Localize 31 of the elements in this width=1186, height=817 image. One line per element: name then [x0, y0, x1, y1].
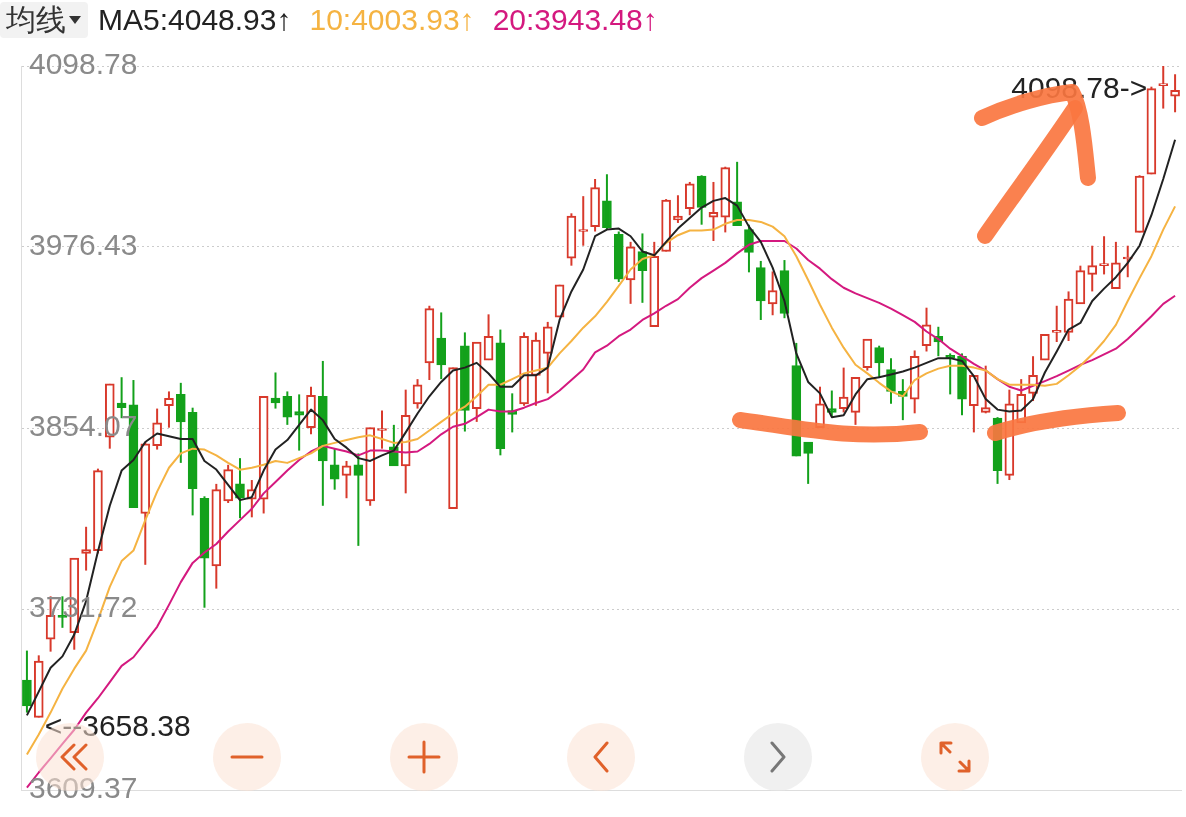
- annotation: <--3658.38: [44, 708, 191, 742]
- text: MA5:4048.93↑: [98, 3, 292, 37]
- candlestick: [436, 311, 447, 381]
- candlestick: [1099, 235, 1109, 276]
- candlestick: [282, 390, 293, 426]
- candlestick: [81, 525, 91, 572]
- y-tick-label: 4098.78: [29, 47, 138, 81]
- candlestick: [412, 378, 423, 410]
- candlestick: [1158, 65, 1169, 110]
- text: 20:3943.48↑: [492, 3, 658, 37]
- annotation: 4098.78->: [1011, 71, 1148, 105]
- candlestick: [22, 649, 32, 714]
- candlestick: [329, 447, 340, 491]
- candlestick: [235, 457, 245, 520]
- candlestick: [1051, 304, 1062, 344]
- text: 10:4003.93↑: [309, 3, 475, 37]
- candlestick: [803, 441, 813, 485]
- candlestick: [164, 390, 174, 429]
- y-tick-label: 3609.37: [29, 771, 138, 805]
- candlestick: [874, 344, 884, 379]
- candlestick: [294, 393, 304, 452]
- candlestick: [578, 195, 589, 247]
- candlestick: [684, 180, 695, 217]
- candlestick: [542, 320, 553, 395]
- legend-title: 均线: [6, 1, 66, 38]
- candlestick: [980, 364, 991, 415]
- candlestick: [353, 452, 364, 547]
- candlestick: [1087, 244, 1098, 293]
- y-tick-label: 3976.43: [29, 228, 138, 262]
- candlestick: [602, 173, 612, 231]
- candlestick: [377, 409, 387, 450]
